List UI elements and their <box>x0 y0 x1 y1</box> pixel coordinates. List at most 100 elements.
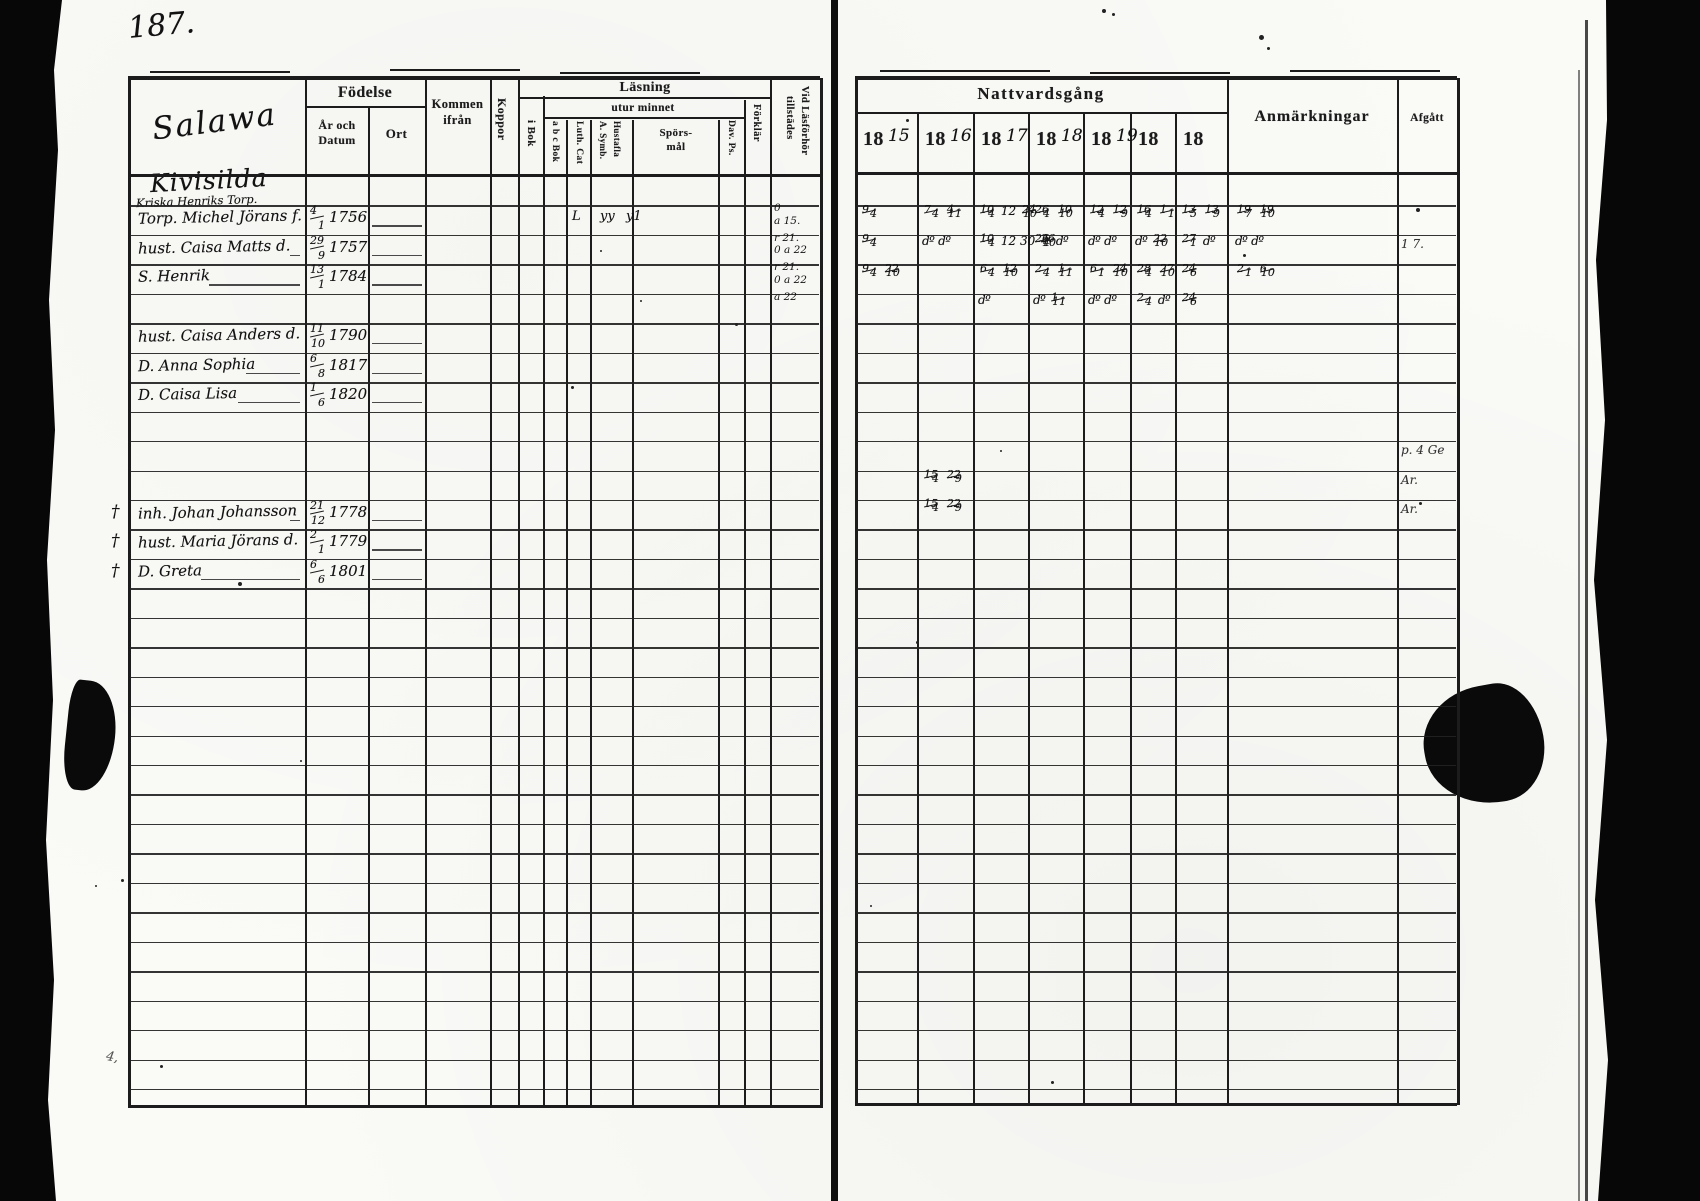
scan-speck <box>571 386 574 389</box>
table-rule-vertical <box>718 120 720 1105</box>
date-trailing-stroke <box>372 578 422 581</box>
birth-date: 6 8 1817 <box>310 351 368 380</box>
table-rule-vertical <box>744 100 746 1105</box>
row-line <box>129 264 819 266</box>
communion-marks: 13 5 13 9 <box>1180 199 1224 224</box>
table-rule-horizontal <box>855 1103 1457 1106</box>
column-header-abc-bok: a b c Bok <box>550 121 560 163</box>
communion-marks: dº dº <box>1088 292 1117 307</box>
row-line <box>129 647 819 649</box>
table-rule-vertical <box>1083 114 1085 1105</box>
column-header-hustafla: Hustafla <box>612 121 622 158</box>
row-line <box>856 499 1456 502</box>
household-member-name: D. Greta <box>137 561 203 581</box>
table-rule-vertical <box>1130 114 1132 1105</box>
row-line <box>129 470 819 472</box>
row-line <box>856 853 1456 855</box>
table-rule-horizontal <box>520 97 770 99</box>
table-rule-vertical <box>820 78 824 1108</box>
communion-marks: dº dº <box>922 233 951 248</box>
table-rule-horizontal <box>880 70 1050 73</box>
scan-speck <box>1416 208 1420 212</box>
date-trailing-stroke <box>372 549 422 551</box>
year-printed: 18 <box>1036 128 1057 150</box>
row-line <box>856 794 1456 796</box>
row-line <box>129 1030 819 1032</box>
table-rule-vertical <box>1457 78 1461 1105</box>
scan-speck <box>906 119 909 122</box>
table-rule-horizontal <box>1090 72 1230 75</box>
table-rule-vertical <box>1397 78 1399 1105</box>
table-rule-horizontal <box>560 72 700 75</box>
column-header-sporsmal: Spörs- mål <box>659 127 693 153</box>
communion-marks: 10 4 12 24 10 <box>978 199 1037 224</box>
table-rule-horizontal <box>855 172 1457 175</box>
row-line <box>856 293 1456 296</box>
name-trailing-stroke <box>208 284 300 286</box>
row-line <box>129 912 819 914</box>
row-line <box>856 823 1456 826</box>
row-line <box>856 941 1456 944</box>
table-rule-horizontal <box>150 71 290 74</box>
scan-speck <box>1000 450 1002 452</box>
village-name-script: Salawa <box>150 96 279 148</box>
scan-speck <box>916 641 919 644</box>
row-line <box>129 529 819 531</box>
row-line <box>129 441 819 443</box>
table-rule-vertical <box>368 108 370 1105</box>
column-header-i-bok: i Bok <box>525 120 537 147</box>
scan-speck <box>95 885 97 887</box>
household-member-name: Torp. Michel Jörans f. <box>137 206 303 229</box>
column-header-vid-lasforhor: Vid Läsförhör <box>799 86 810 156</box>
birth-date: 13 1 1784 <box>310 263 368 292</box>
row-line <box>129 293 819 296</box>
row-line <box>856 558 1456 561</box>
margin-cross-mark: † <box>111 560 120 581</box>
name-trailing-stroke <box>290 254 300 257</box>
stray-mark: 4, <box>104 1049 120 1066</box>
scan-speck <box>1259 35 1264 40</box>
year-suffix-handwritten: 19 <box>1116 126 1138 146</box>
communion-marks-overflow: dº dº <box>1235 233 1264 248</box>
column-header-fodelse: Födelse <box>337 84 393 101</box>
year-printed: 18 <box>863 128 884 150</box>
table-rule-horizontal <box>855 76 1457 80</box>
spine-line <box>831 0 838 1201</box>
table-rule-vertical <box>543 96 545 1105</box>
row-line <box>129 765 819 767</box>
row-line <box>129 971 819 973</box>
communion-marks: 26 4 dº <box>1033 229 1080 254</box>
birth-date: 29 9 1757 <box>310 233 368 262</box>
birth-date: 11 10 1790 <box>310 322 368 351</box>
row-line <box>129 352 819 355</box>
column-header-utur-minnet: utur minnet <box>611 102 675 114</box>
left-margin-blob <box>60 678 121 794</box>
table-rule-vertical <box>590 120 592 1105</box>
margin-cross-mark: † <box>111 531 120 552</box>
row-line <box>856 676 1456 679</box>
year-printed: 18 <box>1183 128 1204 150</box>
household-member-name: S. Henrik <box>137 266 211 287</box>
birth-date: 1 6 1820 <box>310 381 368 410</box>
afgatt-mark: Ar. <box>1401 501 1418 516</box>
attendance-mark: a 22 <box>774 290 797 303</box>
book-edge-left <box>0 0 62 1201</box>
row-line <box>856 352 1456 355</box>
row-line <box>856 617 1456 620</box>
row-line <box>129 1000 819 1002</box>
birth-date: 6 6 1801 <box>310 557 368 586</box>
year-printed: 18 <box>925 128 946 150</box>
table-rule-horizontal <box>855 112 1227 114</box>
row-line <box>856 588 1456 590</box>
table-rule-horizontal <box>128 76 820 80</box>
year-printed: 18 <box>1138 128 1159 150</box>
communion-marks: 15 4 22 9 <box>922 494 970 519</box>
right-margin-blob <box>1414 676 1554 814</box>
household-member-name: inh. Johan Johansson <box>137 501 298 523</box>
communion-marks: 15 4 22 9 <box>922 465 970 490</box>
row-line <box>856 912 1456 914</box>
column-header-tillstades: tillstädes <box>784 96 795 140</box>
